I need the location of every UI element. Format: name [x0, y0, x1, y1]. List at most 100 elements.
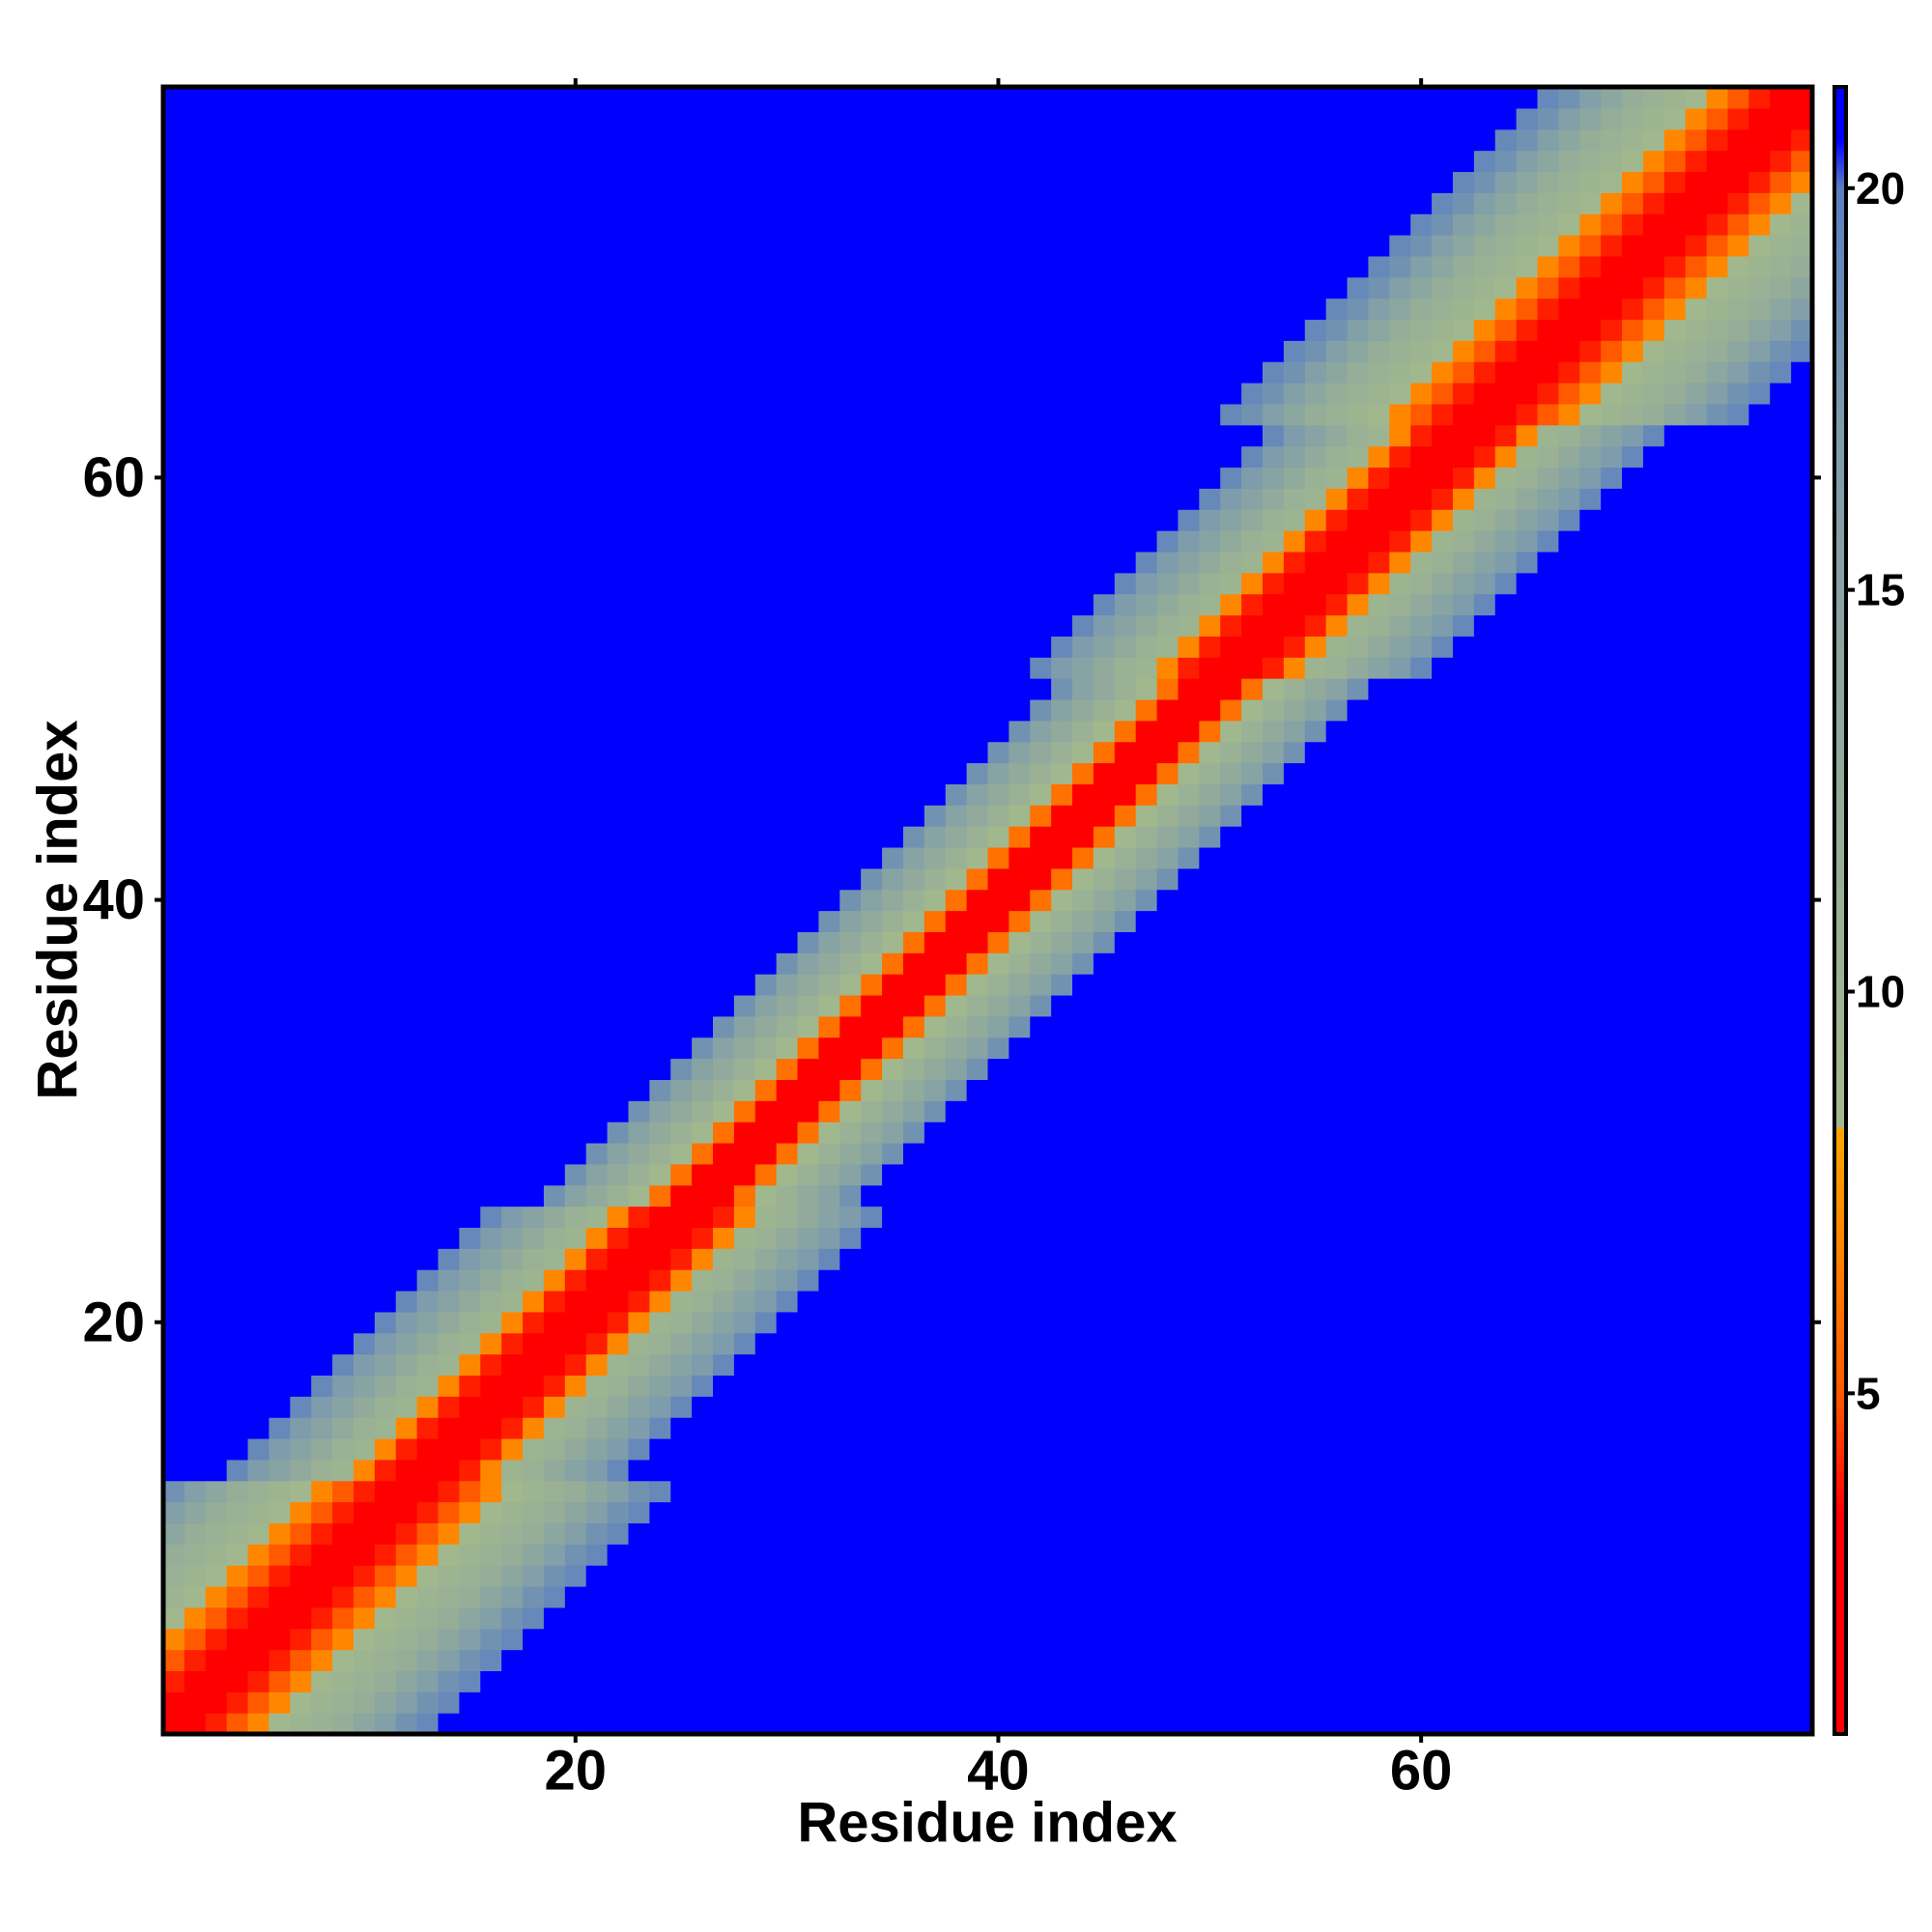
heatmap-cell	[923, 509, 947, 531]
heatmap-cell	[205, 1163, 228, 1186]
heatmap-cell	[776, 1058, 799, 1080]
heatmap-cell	[1304, 509, 1327, 531]
heatmap-cell	[797, 1184, 820, 1208]
heatmap-cell	[1220, 1142, 1242, 1165]
heatmap-cell	[501, 783, 524, 806]
heatmap-cell	[839, 1079, 862, 1101]
heatmap-cell	[692, 1417, 714, 1439]
heatmap-cell	[585, 889, 609, 912]
heatmap-cell	[290, 1628, 312, 1651]
heatmap-cell	[649, 783, 671, 806]
heatmap-cell	[374, 1015, 397, 1038]
heatmap-cell	[1579, 1396, 1602, 1418]
heatmap-cell	[438, 846, 460, 869]
heatmap-cell	[247, 1058, 270, 1080]
heatmap-cell	[902, 1585, 925, 1608]
heatmap-cell	[607, 994, 630, 1017]
heatmap-cell	[1304, 593, 1327, 616]
heatmap-cell	[1727, 572, 1749, 595]
heatmap-cell	[1009, 1122, 1031, 1144]
heatmap-cell	[1368, 614, 1390, 637]
heatmap-cell	[1220, 1396, 1242, 1418]
heatmap-cell	[1622, 952, 1644, 975]
heatmap-cell	[1791, 383, 1813, 405]
heatmap-cell	[585, 1248, 609, 1270]
heatmap-cell	[1770, 762, 1792, 784]
heatmap-cell	[692, 1544, 714, 1566]
heatmap-cell	[438, 657, 460, 679]
heatmap-cell	[1410, 720, 1433, 743]
heatmap-cell	[1178, 1163, 1200, 1186]
heatmap-cell	[1283, 1122, 1306, 1144]
heatmap-cell	[628, 805, 650, 827]
heatmap-cell	[1727, 1375, 1749, 1397]
heatmap-cell	[163, 1353, 185, 1376]
heatmap-cell	[1706, 1565, 1729, 1587]
heatmap-cell	[353, 572, 376, 595]
heatmap-cell	[269, 424, 291, 447]
heatmap-cell	[628, 846, 650, 869]
heatmap-cell	[353, 1290, 376, 1313]
heatmap-cell	[416, 1037, 440, 1060]
heatmap-cell	[205, 551, 228, 574]
heatmap-cell	[1642, 636, 1665, 658]
heatmap-cell	[480, 762, 502, 784]
heatmap-cell	[269, 1332, 291, 1355]
heatmap-cell	[353, 1100, 376, 1122]
heatmap-cell	[607, 530, 630, 553]
heatmap-cell	[797, 1437, 820, 1461]
heatmap-cell	[839, 1269, 862, 1292]
heatmap-cell	[1093, 1058, 1116, 1080]
heatmap-cell	[1156, 805, 1179, 827]
heatmap-cell	[184, 931, 207, 953]
heatmap-cell	[902, 445, 925, 469]
heatmap-cell	[882, 1691, 904, 1714]
heatmap-cell	[332, 530, 355, 553]
heatmap-cell	[332, 572, 355, 595]
heatmap-cell	[1347, 1522, 1370, 1545]
heatmap-cell	[839, 1100, 862, 1122]
heatmap-cell	[1156, 424, 1179, 447]
heatmap-cell	[501, 593, 524, 616]
heatmap-cell	[374, 846, 397, 869]
heatmap-cell	[1009, 783, 1031, 806]
heatmap-cell	[205, 1522, 228, 1545]
heatmap-cell	[1770, 1585, 1792, 1608]
heatmap-cell	[1791, 551, 1813, 574]
heatmap-cell	[1135, 1396, 1158, 1418]
heatmap-cell	[459, 1311, 481, 1334]
heatmap-cell	[1325, 1649, 1349, 1672]
heatmap-cell	[861, 931, 883, 953]
heatmap-cell	[797, 1122, 820, 1144]
heatmap-cell	[966, 1417, 989, 1439]
heatmap-cell	[438, 698, 460, 722]
heatmap-cell	[1663, 636, 1687, 658]
heatmap-cell	[839, 952, 862, 975]
heatmap-cell	[1030, 614, 1052, 637]
heatmap-cell	[1685, 1332, 1708, 1355]
heatmap-cell	[607, 1100, 630, 1122]
heatmap-cell	[269, 952, 291, 975]
heatmap-cell	[269, 1269, 291, 1292]
heatmap-cell	[754, 1480, 778, 1503]
heatmap-cell	[1473, 1290, 1496, 1313]
heatmap-cell	[247, 1396, 270, 1418]
heatmap-cell	[459, 994, 481, 1017]
heatmap-cell	[818, 1142, 840, 1165]
heatmap-cell	[987, 974, 1009, 996]
heatmap-cell	[966, 1396, 989, 1418]
heatmap-cell	[374, 1480, 397, 1503]
heatmap-cell	[501, 1649, 524, 1672]
heatmap-cell	[269, 1691, 291, 1714]
heatmap-cell	[1494, 1565, 1518, 1587]
heatmap-cell	[607, 1163, 630, 1186]
heatmap-cell	[1791, 509, 1813, 531]
heatmap-cell	[332, 974, 355, 996]
heatmap-cell	[1135, 467, 1158, 489]
heatmap-cell	[290, 1248, 312, 1270]
heatmap-cell	[692, 952, 714, 975]
heatmap-cell	[607, 1142, 630, 1165]
heatmap-cell	[1156, 614, 1179, 637]
heatmap-cell	[290, 826, 312, 848]
heatmap-cell	[776, 826, 799, 848]
